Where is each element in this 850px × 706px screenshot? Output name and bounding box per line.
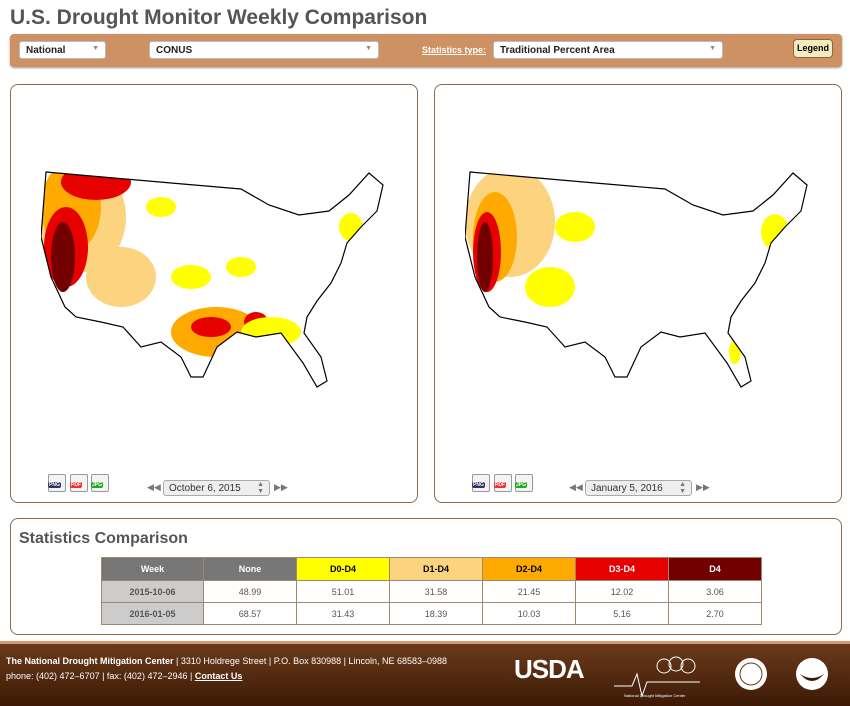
footer-address: The National Drought Mitigation Center |… [6,656,447,666]
noaa-logo[interactable] [794,656,830,692]
right-date-value: January 5, 2016 [591,483,663,494]
value-cell: 31.58 [389,580,483,603]
header-d4: D4 [668,557,762,581]
header-d0-d4: D0-D4 [296,557,390,581]
org-name: The National Drought Mitigation Center [6,656,174,666]
footer-contact: phone: (402) 472–6707 | fax: (402) 472–2… [6,671,242,681]
header-d3-d4: D3-D4 [575,557,669,581]
value-cell: 31.43 [296,602,390,625]
value-cell: 2.70 [668,602,762,625]
footer: The National Drought Mitigation Center |… [0,641,850,706]
previous-week-icon[interactable]: ◀◀ [147,482,161,492]
download-jpg-icon[interactable]: JPG [91,474,109,492]
scope-value: National [26,45,66,56]
statistics-type-value: Traditional Percent Area [500,45,615,56]
ndmc-logo[interactable]: National Drought Mitigation Center [612,652,702,700]
chevron-down-icon: ▼ [92,45,99,52]
next-week-icon[interactable]: ▶▶ [274,482,288,492]
spinner-icon: ▲ ▼ [257,481,264,495]
statistics-type-link[interactable]: Statistics type: [422,45,486,55]
statistics-comparison: Statistics Comparison Week None D0-D4 D1… [10,518,842,635]
header-d1-d4: D1-D4 [389,557,483,581]
download-pdf-icon[interactable]: PDF [494,474,512,492]
download-pdf-icon[interactable]: PDF [70,474,88,492]
value-cell: 5.16 [575,602,669,625]
region-select[interactable]: CONUS ▼ [149,41,379,59]
jpg-label: JPG [91,482,104,488]
usda-logo[interactable]: USDA [514,654,585,684]
download-png-icon[interactable]: PNG [472,474,490,492]
table-row: 2016-01-05 68.57 31.43 18.39 10.03 5.16 … [101,602,762,625]
jpg-label: JPG [515,482,528,488]
value-cell: 12.02 [575,580,669,603]
png-label: PNG [48,482,61,488]
left-map-panel: PNG PDF JPG ◀◀ October 6, 2015 ▲ ▼ ▶▶ [10,84,418,503]
value-cell: 21.45 [482,580,576,603]
header-week: Week [101,557,204,581]
header-d2-d4: D2-D4 [482,557,576,581]
chevron-down-icon: ▼ [365,45,372,52]
png-label: PNG [472,482,485,488]
stats-table: Week None D0-D4 D1-D4 D2-D4 D3-D4 D4 201… [101,557,762,625]
commerce-seal-logo[interactable] [733,656,769,692]
table-row: 2015-10-06 48.99 51.01 31.58 21.45 12.02… [101,580,762,603]
drought-map-2015-10-06 [41,171,384,388]
value-cell: 51.01 [296,580,390,603]
value-cell: 3.06 [668,580,762,603]
spinner-icon: ▲ ▼ [679,481,686,495]
week-cell: 2016-01-05 [101,602,204,625]
value-cell: 48.99 [203,580,297,603]
left-date-select[interactable]: October 6, 2015 ▲ ▼ [163,480,270,496]
statistics-type-select[interactable]: Traditional Percent Area ▼ [493,41,723,59]
separator: : [483,45,487,55]
stats-title: Statistics Comparison [19,530,188,547]
left-date-value: October 6, 2015 [169,483,241,494]
pdf-label: PDF [70,482,82,488]
drought-map-2016-01-05 [465,171,808,388]
toolbar: National ▼ CONUS ▼ Statistics type: Tradit… [10,34,842,67]
value-cell: 18.39 [389,602,483,625]
contact-us-link[interactable]: Contact Us [194,671,243,681]
previous-week-icon[interactable]: ◀◀ [569,482,583,492]
address: | 3310 Holdrege Street | P.O. Box 830988… [173,656,448,666]
page-title: U.S. Drought Monitor Weekly Comparison [10,6,428,29]
next-week-icon[interactable]: ▶▶ [696,482,710,492]
table-header-row: Week None D0-D4 D1-D4 D2-D4 D3-D4 D4 [101,557,762,581]
week-cell: 2015-10-06 [101,580,204,603]
value-cell: 10.03 [482,602,576,625]
right-map-panel: PNG PDF JPG ◀◀ January 5, 2016 ▲ ▼ ▶▶ [434,84,842,503]
value-cell: 68.57 [203,602,297,625]
download-png-icon[interactable]: PNG [48,474,66,492]
ndmc-logo-text: National Drought Mitigation Center [624,693,686,698]
statistics-type-label[interactable]: Statistics type [422,45,484,55]
pdf-label: PDF [494,482,506,488]
download-jpg-icon[interactable]: JPG [515,474,533,492]
legend-button[interactable]: Legend [793,39,833,58]
right-date-select[interactable]: January 5, 2016 ▲ ▼ [585,480,692,496]
phone-fax: phone: (402) 472–6707 | fax: (402) 472–2… [6,671,195,681]
header-none: None [203,557,297,581]
region-value: CONUS [156,45,193,56]
scope-select[interactable]: National ▼ [19,41,106,59]
chevron-down-icon: ▼ [709,45,716,52]
